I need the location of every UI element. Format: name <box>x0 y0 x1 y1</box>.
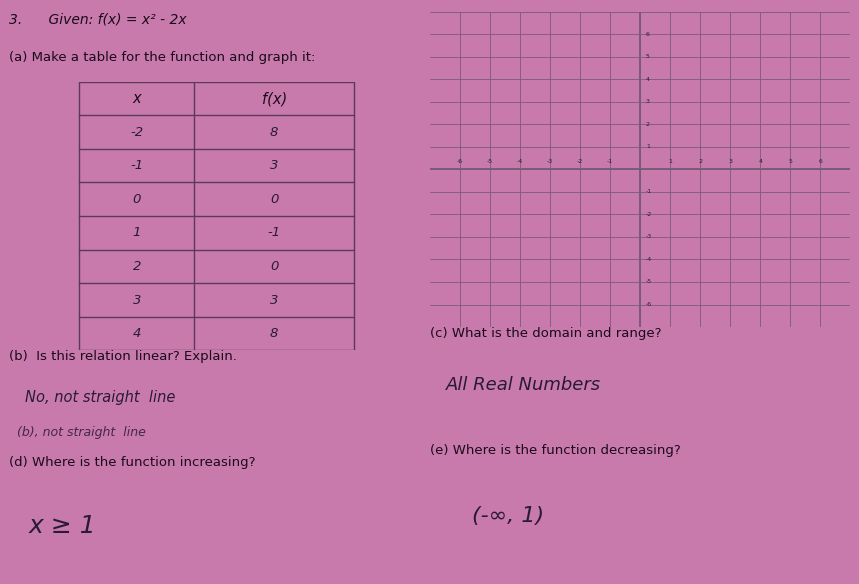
Text: 8: 8 <box>270 327 278 340</box>
Text: -3: -3 <box>646 234 652 239</box>
Text: 1: 1 <box>132 227 141 239</box>
Text: 5: 5 <box>646 54 650 59</box>
Text: 0: 0 <box>270 260 278 273</box>
Text: 3: 3 <box>270 294 278 307</box>
Text: 8: 8 <box>270 126 278 138</box>
Text: f(x): f(x) <box>262 91 287 106</box>
Text: -6: -6 <box>456 159 463 164</box>
Text: 3: 3 <box>728 159 732 164</box>
Text: No, not straight  line: No, not straight line <box>25 390 175 405</box>
Text: 3: 3 <box>270 159 278 172</box>
Text: -1: -1 <box>646 189 652 194</box>
Text: -3: -3 <box>546 159 553 164</box>
Text: (e) Where is the function decreasing?: (e) Where is the function decreasing? <box>430 444 680 457</box>
Text: (a) Make a table for the function and graph it:: (a) Make a table for the function and gr… <box>9 51 315 64</box>
Text: 6: 6 <box>646 32 650 37</box>
Text: -1: -1 <box>268 227 281 239</box>
Text: 6: 6 <box>819 159 822 164</box>
Text: -1: -1 <box>606 159 613 164</box>
Text: 0: 0 <box>132 193 141 206</box>
Text: 3: 3 <box>132 294 141 307</box>
Text: -2: -2 <box>646 212 652 217</box>
Text: 3: 3 <box>646 99 650 105</box>
Text: 1: 1 <box>646 144 650 150</box>
Text: 4: 4 <box>132 327 141 340</box>
Text: -1: -1 <box>131 159 143 172</box>
Text: -2: -2 <box>576 159 583 164</box>
Text: x ≥ 1: x ≥ 1 <box>28 514 96 538</box>
Text: 1: 1 <box>668 159 672 164</box>
Text: 4: 4 <box>646 77 650 82</box>
Text: All Real Numbers: All Real Numbers <box>447 376 601 394</box>
Text: -5: -5 <box>486 159 493 164</box>
Text: (d) Where is the function increasing?: (d) Where is the function increasing? <box>9 456 255 468</box>
Text: 2: 2 <box>646 122 650 127</box>
Text: (b), not straight  line: (b), not straight line <box>17 426 146 439</box>
Text: -2: -2 <box>131 126 143 138</box>
Text: 4: 4 <box>758 159 762 164</box>
Text: (-∞, 1): (-∞, 1) <box>472 506 544 526</box>
Text: 3.      Given: f(x) = x² - 2x: 3. Given: f(x) = x² - 2x <box>9 13 186 27</box>
Text: -6: -6 <box>646 302 652 307</box>
Text: 0: 0 <box>270 193 278 206</box>
Text: (c) What is the domain and range?: (c) What is the domain and range? <box>430 327 661 340</box>
Text: 5: 5 <box>789 159 792 164</box>
Bar <box>79 82 354 350</box>
Text: (b)  Is this relation linear? Explain.: (b) Is this relation linear? Explain. <box>9 350 236 363</box>
Text: x: x <box>132 91 141 106</box>
Text: -5: -5 <box>646 280 652 284</box>
Text: 2: 2 <box>132 260 141 273</box>
Text: -4: -4 <box>646 257 652 262</box>
Text: -4: -4 <box>516 159 523 164</box>
Text: 2: 2 <box>698 159 702 164</box>
